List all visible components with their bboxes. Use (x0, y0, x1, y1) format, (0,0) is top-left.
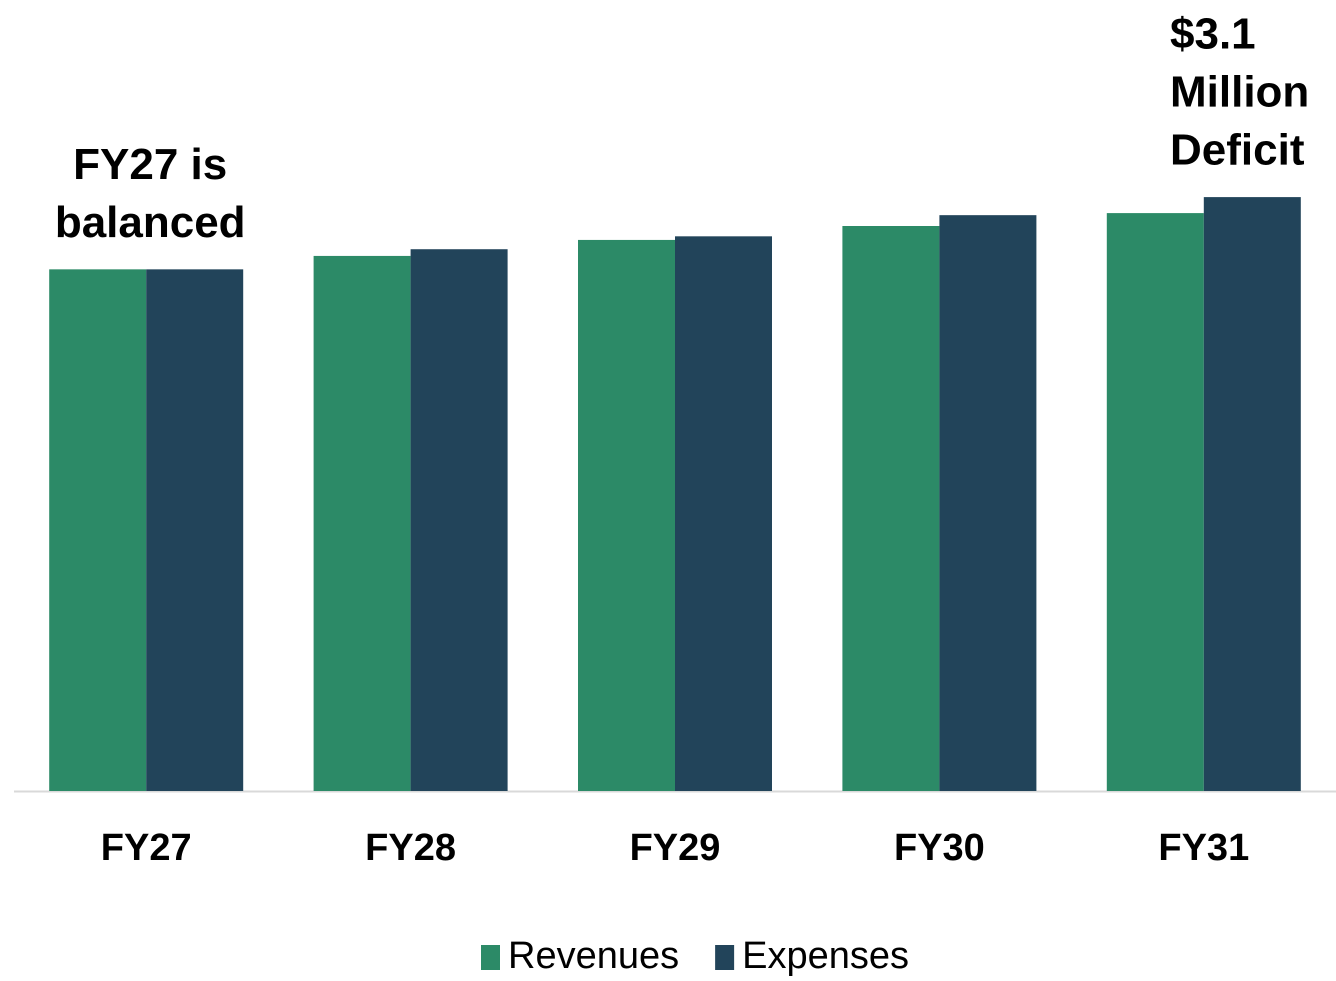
annotation: Deficit (1170, 126, 1305, 175)
legend-swatch (481, 945, 500, 970)
bar (313, 255, 411, 791)
bar (939, 215, 1037, 792)
bar (410, 249, 508, 791)
bar (578, 239, 675, 791)
bar (146, 269, 244, 791)
bar (842, 226, 940, 791)
bar (1203, 197, 1301, 791)
x-tick-label: FY30 (894, 827, 985, 869)
bar (49, 269, 147, 791)
annotation: $3.1 (1170, 10, 1256, 59)
annotation: Million (1170, 68, 1309, 117)
bar (675, 236, 772, 791)
legend-swatch (715, 945, 735, 970)
annotation: FY27 is (73, 140, 227, 189)
x-tick-label: FY29 (630, 827, 721, 869)
bar (1106, 213, 1204, 791)
x-tick-label: FY31 (1158, 827, 1249, 869)
annotation: balanced (55, 198, 246, 247)
legend-label: Expenses (742, 935, 909, 977)
x-tick-label: FY28 (365, 827, 456, 869)
x-tick-label: FY27 (101, 827, 192, 869)
legend-label: Revenues (508, 935, 679, 977)
